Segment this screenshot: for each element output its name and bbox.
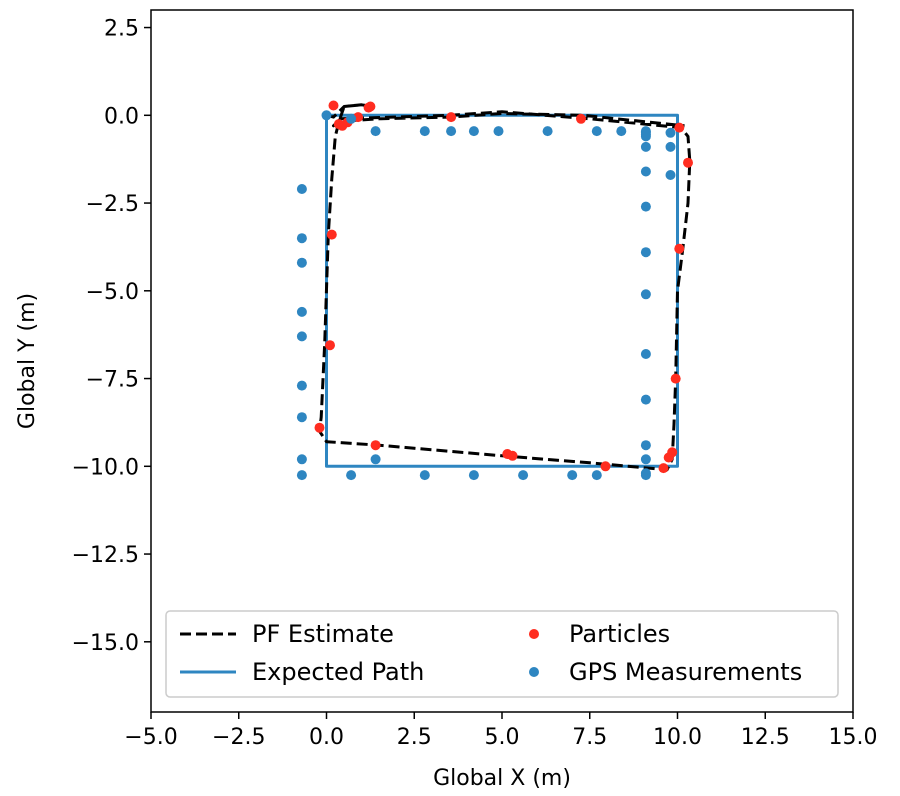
y-tick-label: −15.0: [72, 631, 139, 656]
gps-measurements-point: [640, 289, 651, 300]
particles-point: [328, 100, 339, 111]
gps-measurements-point: [296, 331, 307, 342]
particles-point: [663, 452, 674, 463]
gps-measurements-point: [640, 440, 651, 451]
particles-point: [576, 113, 586, 124]
gps-measurements-point: [616, 126, 627, 137]
legend: PF Estimate Expected Path Particles GPS …: [165, 610, 839, 698]
x-tick-label: 5.0: [485, 725, 520, 750]
y-axis-ticks: 2.5 0.0 −2.5 −5.0 −7.5 −10.0 −12.5 −15.0: [72, 17, 151, 656]
particles-point: [600, 461, 611, 472]
y-axis-label: Global Y (m): [15, 293, 40, 429]
legend-pf-estimate-label: PF Estimate: [252, 620, 394, 648]
gps-measurements-point: [446, 126, 457, 137]
gps-measurements-point: [296, 184, 307, 194]
gps-measurements-point: [321, 110, 332, 121]
gps-measurements-point: [296, 257, 307, 268]
gps-measurements-point: [640, 141, 651, 152]
y-tick-label: −12.5: [72, 543, 139, 568]
y-tick-label: 0.0: [104, 104, 139, 129]
gps-measurements-point: [296, 306, 307, 317]
gps-measurements-point: [419, 470, 430, 481]
x-tick-label: 10.0: [653, 725, 702, 750]
particles-point: [670, 373, 681, 384]
y-tick-label: 2.5: [104, 17, 139, 42]
gps-measurements-point: [640, 201, 651, 212]
x-tick-label: 7.5: [572, 725, 607, 750]
x-axis-label: Global X (m): [433, 766, 571, 791]
particles-point: [314, 422, 325, 433]
particles-point: [446, 112, 457, 123]
x-tick-label: 0.0: [309, 725, 344, 750]
gps-measurements-point: [640, 247, 651, 258]
gps-measurements-point: [419, 126, 430, 137]
gps-measurements-point: [296, 412, 307, 423]
particles-point: [674, 122, 685, 133]
legend-expected-path-label: Expected Path: [252, 658, 424, 686]
gps-measurements-point: [468, 470, 479, 481]
gps-measurements-point: [665, 141, 676, 152]
x-tick-label: −2.5: [212, 725, 265, 750]
gps-measurements-point: [518, 470, 529, 481]
gps-measurements-point: [640, 349, 651, 359]
gps-measurements-point: [591, 126, 602, 137]
gps-measurements-point: [591, 470, 602, 481]
gps-measurements-point: [640, 131, 651, 142]
x-tick-label: 15.0: [829, 725, 878, 750]
gps-measurements-point: [493, 126, 504, 137]
gps-measurements-point: [346, 113, 357, 124]
gps-measurements-point: [370, 454, 381, 465]
legend-particles-swatch: [529, 629, 539, 639]
gps-measurements-point: [468, 126, 479, 137]
x-tick-label: 12.5: [741, 725, 790, 750]
gps-measurements-point: [296, 454, 307, 465]
plot-area: [296, 100, 693, 481]
legend-gps-label: GPS Measurements: [569, 658, 802, 686]
gps-measurements-point: [296, 380, 307, 391]
legend-gps-swatch: [529, 667, 539, 677]
particles-point: [674, 243, 685, 254]
particles-point: [326, 229, 337, 240]
gps-measurements-point: [665, 127, 676, 138]
particles-point: [370, 440, 381, 451]
gps-measurements-point: [296, 470, 307, 481]
gps-measurements-point: [640, 166, 651, 177]
gps-measurements-point: [640, 470, 651, 481]
x-axis-ticks: −5.0 −2.5 0.0 2.5 5.0 7.5 10.0 12.5 15.0: [124, 712, 877, 750]
gps-measurements-point: [346, 470, 357, 481]
particles-point: [502, 449, 513, 459]
gps-measurements-point: [296, 233, 307, 244]
particles-point: [325, 340, 335, 351]
gps-measurements-point: [542, 126, 553, 137]
gps-measurements-point: [640, 454, 651, 465]
gps-measurements-point: [640, 394, 651, 405]
x-tick-label: 2.5: [397, 725, 432, 750]
y-tick-label: −2.5: [86, 192, 139, 217]
legend-box: [165, 610, 839, 698]
gps-measurements-point: [567, 470, 578, 481]
y-tick-label: −5.0: [86, 280, 139, 305]
legend-particles-label: Particles: [569, 620, 670, 648]
particles-point: [365, 101, 376, 112]
x-tick-label: −5.0: [124, 725, 177, 750]
gps-measurements-point: [370, 126, 381, 137]
y-tick-label: −7.5: [86, 368, 139, 393]
particles-point: [683, 157, 693, 168]
gps-measurements-point: [665, 170, 676, 180]
particles-point: [658, 463, 669, 474]
y-tick-label: −10.0: [72, 455, 139, 480]
